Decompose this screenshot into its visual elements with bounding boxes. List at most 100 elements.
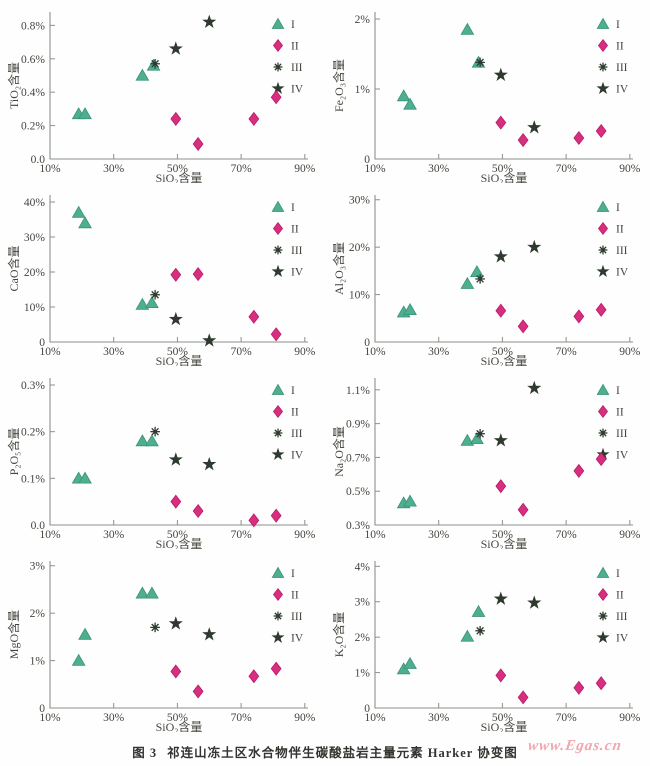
asterisk-marker (273, 245, 283, 255)
legend-label: I (291, 202, 295, 214)
y-tick-label: 30% (24, 232, 46, 244)
x-axis-title: SiO₂含量 (156, 353, 203, 366)
x-tick-label: 50% (492, 529, 514, 541)
x-tick-label: 70% (231, 163, 253, 175)
diamond-marker (597, 587, 609, 602)
asterisk-marker (598, 245, 608, 255)
star-marker (271, 447, 285, 461)
star-marker (202, 14, 217, 29)
y-tick-label: 0.9% (346, 419, 370, 431)
y-tick-label: 0 (364, 154, 370, 166)
legend-label: I (616, 385, 620, 397)
diamond-marker (573, 309, 585, 324)
diamond-marker (272, 404, 284, 419)
x-tick-label: 10% (364, 346, 386, 358)
x-tick-label: 10% (39, 529, 61, 541)
diamond-marker (192, 267, 204, 282)
x-tick-label: 30% (103, 163, 125, 175)
x-tick-label: 10% (39, 163, 61, 175)
y-tick-label: 0.3% (21, 380, 45, 392)
asterisk-marker (598, 611, 608, 621)
subplot-7: 10% 30% 50% 70% 90% 0 1% 2% 3% SiO₂含量 MgO含量 I II III I… (0, 549, 325, 734)
y-tick-label: 10% (349, 290, 371, 302)
asterisk-marker (150, 426, 160, 437)
x-tick-label: 50% (492, 346, 514, 358)
y-tick-label: 0 (364, 703, 370, 715)
star-marker (527, 120, 542, 134)
legend-label: III (616, 245, 628, 257)
triangle-marker (470, 265, 484, 278)
triangle-marker (403, 302, 417, 315)
star-marker (202, 333, 217, 347)
x-tick-label: 70% (231, 529, 253, 541)
subplot-8: 10% 30% 50% 70% 90% 0 1% 2% 3% 4% SiO₂含量 K₂O含量 I II II… (325, 549, 650, 734)
star-marker (493, 67, 508, 81)
star-marker (527, 595, 542, 609)
caption-number: 图 3 (132, 746, 158, 760)
diamond-marker (495, 303, 507, 318)
diamond-marker (597, 221, 609, 236)
diamond-marker (192, 503, 204, 519)
x-tick-label: 30% (103, 712, 125, 724)
asterisk-marker (475, 274, 485, 284)
diamond-marker (573, 680, 585, 695)
x-tick-label: 30% (428, 163, 450, 175)
diamond-marker (192, 684, 204, 699)
triangle-marker (596, 566, 610, 578)
x-tick-label: 50% (167, 163, 189, 175)
triangle-marker (460, 276, 475, 289)
triangle-marker (145, 586, 159, 599)
x-axis-title: SiO₂含量 (481, 170, 528, 183)
diamond-marker (270, 661, 282, 676)
y-tick-label: 0.2% (21, 121, 45, 133)
diamond-marker (595, 302, 607, 317)
star-marker (527, 239, 542, 254)
diamond-marker (595, 452, 607, 467)
charts-grid: 10% 30% 50% 70% 90% 0.0 0.2% 0.4% 0.6% 0.8% SiO₂含量… (0, 12, 650, 734)
x-tick-label: 90% (294, 712, 316, 724)
star-marker (202, 627, 217, 641)
triangle-marker (78, 627, 92, 640)
x-tick-label: 90% (619, 163, 641, 175)
y-tick-label: 3% (30, 561, 46, 573)
y-tick-label: 0.7% (346, 452, 370, 464)
x-tick-label: 70% (556, 346, 578, 358)
star-marker (596, 447, 610, 461)
triangle-marker (135, 68, 150, 81)
y-tick-label: 2% (355, 14, 371, 26)
legend-label: IV (291, 633, 304, 645)
x-tick-label: 90% (294, 346, 316, 358)
chart-4: 10% 30% 50% 70% 90%010%20%30%SiO₂含量Al₂O₃含量II… (331, 195, 641, 368)
star-marker (271, 264, 285, 278)
legend-label: II (616, 41, 624, 53)
figure-caption: 图 3 祁连山冻土区水合物伴生碳酸盐岩主量元素 Harker 协变图 (0, 742, 650, 761)
x-tick-label: 70% (556, 163, 578, 175)
diamond-marker (495, 668, 507, 683)
legend-label: I (291, 568, 295, 580)
subplot-4: 10% 30% 50% 70% 90% 0 10% 20% 30% SiO₂含量 Al₂O₃含量 I I… (325, 183, 650, 368)
diamond-marker (272, 38, 284, 53)
y-tick-label: 0.3% (346, 520, 370, 532)
triangle-marker (78, 471, 92, 484)
diamond-marker (597, 38, 609, 53)
legend-label: III (291, 245, 303, 257)
chart-6: 10% 30% 50% 70% 90% 0.3% 0.5% 0.7% 0.9% 1.1% SiO₂含… (331, 378, 641, 551)
triangle-marker (403, 494, 417, 507)
triangle-marker (460, 629, 475, 642)
triangle-marker (271, 383, 285, 395)
star-marker (168, 452, 183, 466)
triangle-marker (403, 97, 417, 110)
y-tick-label: 0.4% (21, 87, 45, 99)
x-axis-title: SiO₂含量 (156, 719, 203, 732)
star-marker (493, 249, 508, 263)
y-tick-label: 4% (355, 561, 371, 573)
triangle-marker (71, 205, 86, 218)
star-marker (168, 311, 183, 326)
legend-label: II (291, 224, 299, 236)
x-axis-title: SiO₂含量 (481, 719, 528, 732)
x-tick-label: 10% (364, 712, 386, 724)
y-axis-title: P₂O₅含量 (6, 428, 21, 476)
y-axis-title: K₂O含量 (331, 612, 346, 658)
legend-label: III (616, 428, 628, 440)
x-axis-title: SiO₂含量 (481, 353, 528, 366)
